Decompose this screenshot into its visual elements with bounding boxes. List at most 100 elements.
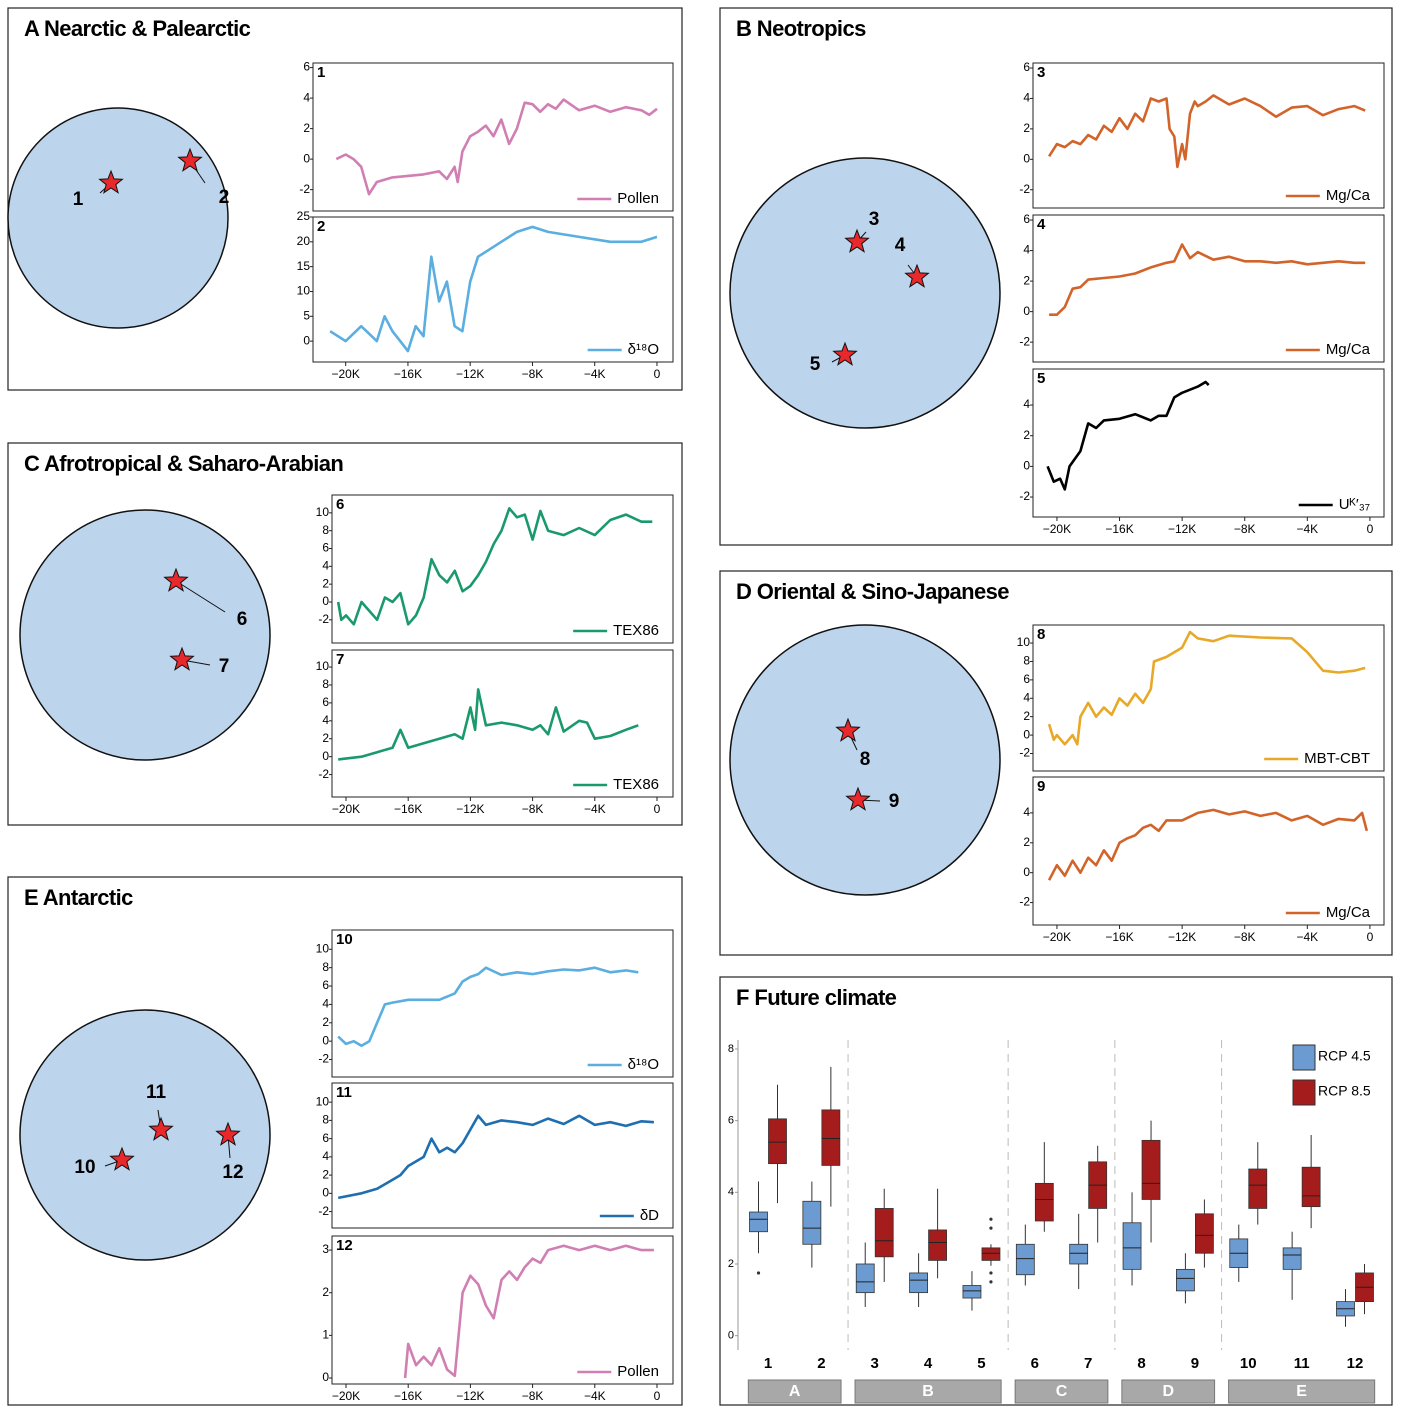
panel-title: D Oriental & Sino-Japanese <box>736 579 1009 604</box>
y-tick-label: -2 <box>318 1052 329 1066</box>
y-tick-label: 25 <box>297 209 311 223</box>
panel-title: B Neotropics <box>736 16 866 41</box>
y-tick-label: 2 <box>322 731 329 745</box>
leader-line <box>175 580 226 613</box>
x-tick-label: −12K <box>456 1389 484 1403</box>
site-label: 5 <box>810 354 821 375</box>
group-label: C <box>1056 1383 1068 1400</box>
y-tick-label: 2 <box>322 1285 329 1299</box>
y-tick-label: 6 <box>322 1131 329 1145</box>
y-tick-label: 0 <box>728 1330 734 1342</box>
group-box <box>747 1379 842 1404</box>
x-tick-label: 11 <box>1294 1355 1310 1372</box>
x-tick-label: −8K <box>1234 930 1256 944</box>
box <box>1176 1268 1195 1292</box>
y-tick-label: 4 <box>1023 690 1030 704</box>
box <box>1122 1222 1142 1270</box>
box <box>874 1208 894 1258</box>
panel-title: E Antarctic <box>24 885 133 910</box>
y-tick-label: -2 <box>318 767 329 781</box>
chart-label: 12 <box>336 1237 353 1254</box>
series-line <box>338 688 639 761</box>
y-tick-label: 5 <box>303 308 310 322</box>
site-star <box>845 786 871 811</box>
group-label: E <box>1296 1383 1307 1400</box>
y-tick-label: 2 <box>1023 835 1030 849</box>
x-tick-label: 0 <box>654 367 661 381</box>
group-label: D <box>1162 1383 1174 1400</box>
chart-label: 7 <box>336 651 344 668</box>
y-tick-label: 2 <box>1023 121 1030 135</box>
legend-label: δD <box>640 1207 659 1224</box>
legend-label: Mg/Ca <box>1326 904 1371 921</box>
site-label: 4 <box>895 235 906 256</box>
legend-label: Pollen <box>617 190 659 207</box>
y-tick-label: -2 <box>1019 895 1030 909</box>
site-label: 1 <box>73 189 84 210</box>
x-tick-label: 0 <box>1367 930 1374 944</box>
box <box>928 1229 947 1261</box>
y-tick-label: 2 <box>303 121 310 135</box>
y-tick-label: 8 <box>728 1043 734 1055</box>
panel-frame <box>719 976 1393 1406</box>
plot-frame <box>331 929 674 1078</box>
panel-frame <box>7 442 683 826</box>
legend-label: TEX86 <box>613 622 659 639</box>
site-star <box>169 646 195 671</box>
box <box>1141 1139 1161 1200</box>
y-tick-label: 4 <box>1023 243 1030 257</box>
legend-label: δ¹⁸O <box>628 1056 659 1073</box>
site-star <box>844 228 870 253</box>
x-tick-label: −8K <box>522 802 544 816</box>
box <box>1034 1182 1054 1222</box>
y-tick-label: 0 <box>322 749 329 763</box>
y-tick-label: -2 <box>1019 334 1030 348</box>
y-tick-label: 2 <box>728 1258 734 1270</box>
y-tick-label: 0 <box>322 594 329 608</box>
panel-title: F Future climate <box>736 985 897 1010</box>
globe-outline <box>19 1009 271 1261</box>
group-box <box>1228 1379 1376 1404</box>
globe-outline <box>729 624 1001 896</box>
y-tick-label: 4 <box>322 713 329 727</box>
y-tick-label: 6 <box>1023 60 1030 74</box>
y-tick-label: 4 <box>728 1186 734 1198</box>
panel-title: C Afrotropical & Saharo-Arabian <box>24 451 343 476</box>
panel-title: A Nearctic & Palearctic <box>24 16 251 41</box>
x-tick-label: −16K <box>1105 930 1133 944</box>
x-tick-label: 5 <box>977 1355 985 1372</box>
series-line <box>336 507 653 626</box>
box <box>821 1109 841 1166</box>
y-tick-label: 0 <box>1023 865 1030 879</box>
group-label: B <box>922 1383 934 1400</box>
x-tick-label: 12 <box>1347 1355 1364 1372</box>
site-star <box>835 717 861 742</box>
outlier <box>756 1271 761 1275</box>
y-tick-label: 1 <box>322 1328 329 1342</box>
chart-label: 10 <box>336 931 353 948</box>
box <box>855 1263 875 1294</box>
y-tick-label: 0 <box>1023 459 1030 473</box>
panel-frame <box>7 876 683 1406</box>
plot-frame <box>331 1082 674 1229</box>
y-tick-label: 10 <box>316 1094 330 1108</box>
x-tick-label: 3 <box>871 1355 879 1372</box>
y-tick-label: 0 <box>322 1370 329 1384</box>
site-star <box>98 169 124 194</box>
x-tick-label: 1 <box>764 1355 772 1372</box>
y-tick-label: 8 <box>322 523 329 537</box>
plot-frame <box>1032 214 1385 363</box>
y-tick-label: 8 <box>322 1113 329 1127</box>
outlier <box>989 1217 993 1221</box>
series-line <box>337 1114 654 1200</box>
x-tick-label: −16K <box>1105 522 1133 536</box>
plot-frame <box>312 62 674 212</box>
x-tick-label: −8K <box>522 367 544 381</box>
chart-label: 4 <box>1037 216 1046 233</box>
site-label: 10 <box>74 1157 95 1178</box>
y-tick-label: 8 <box>1023 654 1030 668</box>
x-tick-label: 8 <box>1137 1355 1145 1372</box>
y-tick-label: 6 <box>728 1115 734 1127</box>
x-tick-label: 0 <box>654 802 661 816</box>
y-tick-label: 0 <box>1023 304 1030 318</box>
